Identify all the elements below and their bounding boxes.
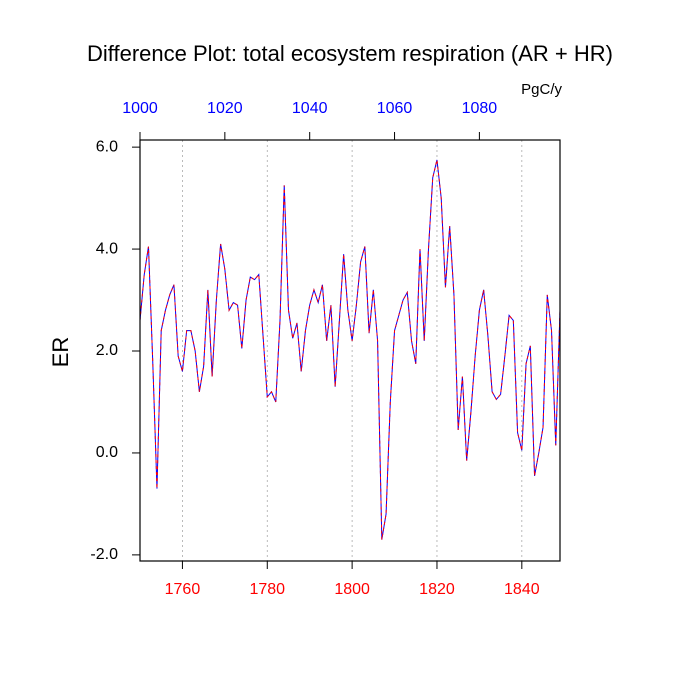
y-tick-label: 6.0 <box>96 138 118 155</box>
x2-tick-label: 1080 <box>462 100 498 117</box>
y-axis-label: ER <box>48 337 73 368</box>
y-tick-label: 4.0 <box>96 240 118 257</box>
x-tick-label: 1820 <box>419 581 455 598</box>
x-tick-label: 1800 <box>334 581 370 598</box>
y-tick-label: -2.0 <box>90 546 118 563</box>
x2-tick-label: 1040 <box>292 100 328 117</box>
x-tick-label: 1840 <box>504 581 540 598</box>
x-tick-label: 1780 <box>249 581 285 598</box>
top-axis-unit: PgC/y <box>521 81 562 98</box>
x2-tick-label: 1060 <box>377 100 413 117</box>
plot-frame <box>139 139 561 562</box>
x-tick-label: 1760 <box>165 581 201 598</box>
y-tick-label: 2.0 <box>96 342 118 359</box>
x2-tick-label: 1000 <box>122 100 158 117</box>
data-line-dashed <box>140 159 560 540</box>
chart-title: Difference Plot: total ecosystem respira… <box>87 41 613 66</box>
x2-tick-label: 1020 <box>207 100 243 117</box>
y-tick-label: 0.0 <box>96 444 118 461</box>
